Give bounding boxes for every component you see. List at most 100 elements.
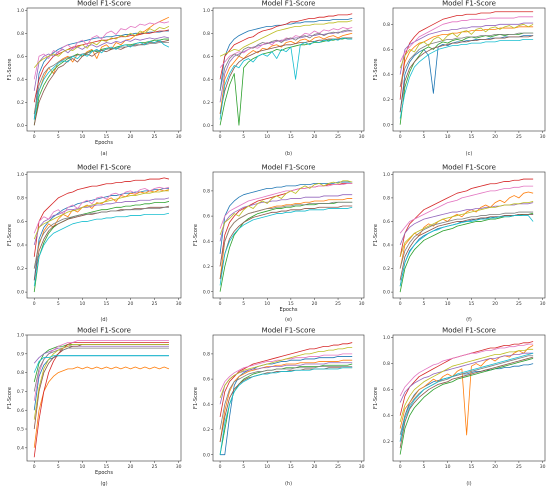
series-line-3 <box>33 38 169 126</box>
x-tick-label: 30 <box>359 134 365 140</box>
x-tick-label: 30 <box>359 301 365 307</box>
x-tick-label: 10 <box>264 134 270 140</box>
x-tick-label: 5 <box>242 464 245 470</box>
x-tick-label: 10 <box>79 301 85 307</box>
series-line-7 <box>219 182 353 229</box>
series-line-5 <box>33 197 170 246</box>
series-line-5 <box>399 22 534 75</box>
series-line-10 <box>33 212 170 287</box>
x-tick-label: 15 <box>469 464 475 470</box>
y-axis-label: F1-Score <box>373 387 379 409</box>
chart-title: Model F1-Score <box>77 0 131 8</box>
x-tick-label: 0 <box>399 301 402 307</box>
x-tick-label: 0 <box>399 134 402 140</box>
series-line-2 <box>399 345 534 436</box>
y-tick-label: 0.4 <box>383 413 390 419</box>
y-tick-label: 0.8 <box>17 31 24 37</box>
x-tick-label: 25 <box>152 301 158 307</box>
series-line-9 <box>219 347 353 399</box>
series-line-8 <box>219 201 353 267</box>
x-tick-label: 0 <box>33 134 36 140</box>
y-tick-label: 0.2 <box>203 427 210 433</box>
x-tick-label: 15 <box>104 134 110 140</box>
subplot-label: (c) <box>466 151 473 157</box>
series-line-6 <box>219 205 353 280</box>
x-tick-label: 10 <box>264 301 270 307</box>
x-tick-label: 10 <box>445 301 451 307</box>
x-tick-label: 20 <box>492 464 498 470</box>
x-tick-label: 5 <box>242 134 245 140</box>
y-tick-label: 0.0 <box>17 290 24 296</box>
chart-title: Model F1-Score <box>442 0 496 8</box>
subplot-label: (a) <box>101 151 108 157</box>
y-tick-label: 0.8 <box>203 189 210 195</box>
series-line-10 <box>219 37 353 120</box>
y-tick-label: 0.0 <box>203 289 210 295</box>
series-line-9 <box>399 23 534 69</box>
x-tick-label: 30 <box>540 301 546 307</box>
y-axis-label: F1-Score <box>7 387 13 409</box>
series-line-10 <box>399 352 534 442</box>
x-tick-label: 25 <box>152 464 158 470</box>
x-tick-label: 25 <box>516 301 522 307</box>
series-line-8 <box>33 42 169 114</box>
subplot-label: (g) <box>100 481 107 487</box>
y-tick-label: 0.8 <box>383 22 390 28</box>
series-line-4 <box>399 178 534 257</box>
chart-title: Model F1-Score <box>262 164 316 172</box>
y-tick-label: 1.0 <box>17 333 24 339</box>
y-tick-label: 0.8 <box>17 196 24 202</box>
y-axis-label: F1-Score <box>373 59 379 81</box>
x-tick-label: 15 <box>288 464 294 470</box>
y-tick-label: 0.2 <box>17 266 24 272</box>
y-axis-label: F1-Score <box>7 224 13 246</box>
y-tick-label: 0.6 <box>383 387 390 393</box>
x-tick-label: 5 <box>242 301 245 307</box>
x-tick-label: 25 <box>516 134 522 140</box>
subplot-label: (f) <box>466 317 472 323</box>
series-line-10 <box>399 38 534 119</box>
y-tick-label: 0.2 <box>383 439 390 445</box>
x-tick-label: 0 <box>33 301 36 307</box>
y-tick-label: 0.8 <box>383 361 390 367</box>
y-tick-label: 0.6 <box>17 219 24 225</box>
x-tick-label: 25 <box>516 464 522 470</box>
y-axis-label: F1-Score <box>193 387 199 409</box>
subplot-label: (d) <box>100 317 107 323</box>
x-tick-label: 5 <box>57 301 60 307</box>
x-tick-label: 20 <box>312 134 318 140</box>
x-tick-label: 30 <box>359 464 365 470</box>
series-line-7 <box>33 21 170 80</box>
x-tick-label: 20 <box>128 464 134 470</box>
series-line-2 <box>219 32 353 114</box>
subplot-label: (b) <box>285 151 292 157</box>
series-line-8 <box>33 347 169 392</box>
y-tick-label: 0.0 <box>203 452 210 458</box>
series-line-1 <box>220 356 353 456</box>
y-tick-label: 0.0 <box>17 123 24 129</box>
x-tick-label: 0 <box>219 301 222 307</box>
x-tick-label: 10 <box>79 464 85 470</box>
x-tick-label: 10 <box>445 134 451 140</box>
y-tick-label: 0.4 <box>383 243 390 249</box>
x-tick-label: 25 <box>152 134 158 140</box>
plot-frame <box>392 7 546 132</box>
x-tick-label: 20 <box>128 301 134 307</box>
chart-title: Model F1-Score <box>442 327 496 335</box>
y-tick-label: 0.2 <box>383 97 390 103</box>
series-line-9 <box>399 201 534 257</box>
y-tick-label: 0.6 <box>17 408 24 414</box>
y-tick-label: 0.5 <box>17 427 24 433</box>
series-line-2 <box>33 16 170 114</box>
series-line-7 <box>33 186 170 234</box>
series-line-8 <box>219 29 353 91</box>
series-line-8 <box>33 206 169 269</box>
y-tick-label: 0.6 <box>17 54 24 60</box>
plot-frame <box>26 7 182 132</box>
series-line-9 <box>219 180 353 236</box>
x-tick-label: 30 <box>176 134 182 140</box>
x-tick-label: 15 <box>469 301 475 307</box>
x-tick-label: 20 <box>312 301 318 307</box>
x-tick-label: 30 <box>540 464 546 470</box>
series-line-3 <box>399 357 534 455</box>
